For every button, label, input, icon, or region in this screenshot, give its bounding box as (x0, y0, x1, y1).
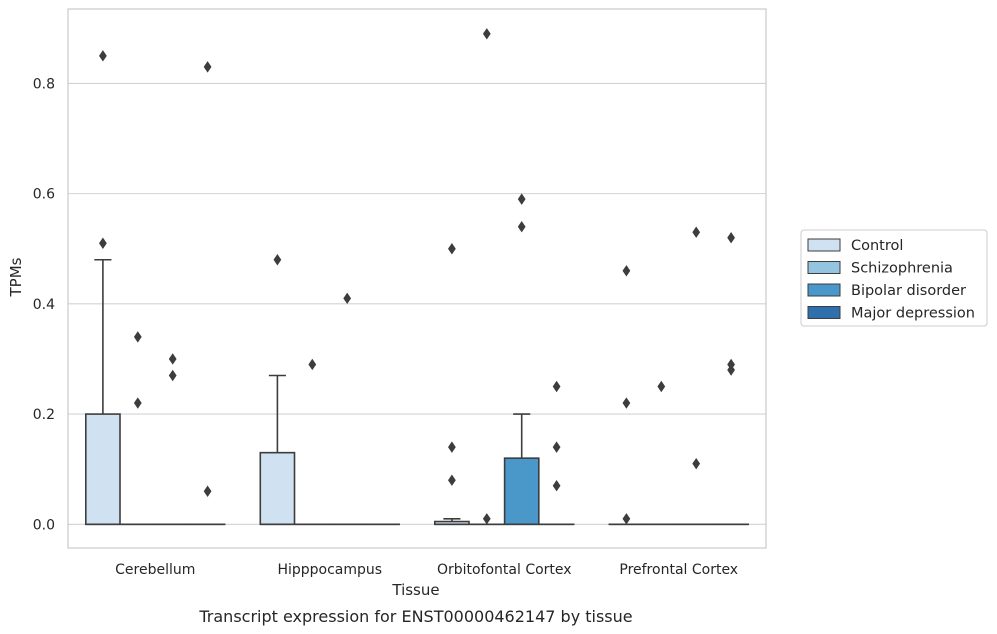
y-tick-label: 0.2 (33, 407, 55, 423)
outlier-point (448, 441, 456, 453)
legend-swatch (807, 238, 841, 252)
outlier-point (727, 358, 735, 371)
box-group (713, 232, 750, 526)
y-tick-label: 0.4 (33, 297, 55, 313)
outlier-point (99, 50, 107, 62)
legend-swatch (807, 261, 841, 274)
box-group (538, 380, 575, 526)
outlier-point (482, 513, 491, 525)
outlier-point (692, 457, 701, 470)
box-group (294, 358, 331, 526)
outlier-point (273, 254, 282, 266)
outlier-point (482, 28, 491, 40)
outlier-point (133, 331, 142, 343)
box-group (329, 292, 366, 526)
x-axis-ticks: Cerebellum Hipppocampus Orbitofontal Corte… (115, 562, 738, 578)
outlier-point (308, 358, 317, 371)
outlier-point (657, 380, 666, 393)
outlier-point (622, 265, 631, 277)
x-tick-label: Hipppocampus (277, 562, 382, 578)
outlier-point (343, 292, 352, 305)
legend-label: Control (851, 238, 903, 254)
outlier-point (552, 480, 561, 492)
plot-area-frame (67, 8, 767, 549)
box-group (119, 331, 156, 526)
box-group (608, 265, 645, 526)
outlier-point (133, 397, 142, 409)
box-group (259, 254, 296, 526)
box-group (189, 61, 226, 526)
box-group (643, 380, 680, 526)
legend-label: Schizophrenia (851, 261, 953, 277)
box-plot-marks (84, 28, 750, 526)
legend-label: Bipolar disorder (851, 283, 966, 299)
outlier-point (517, 220, 526, 233)
y-tick-label: 0.0 (33, 517, 55, 533)
legend: Control Schizophrenia Bipolar disorder Majo… (800, 229, 988, 327)
y-axis-label: TPMs (7, 257, 25, 297)
box (84, 413, 121, 526)
y-tick-label: 0.8 (33, 76, 55, 92)
outlier-point (448, 243, 456, 255)
box (259, 451, 296, 526)
outlier-point (168, 369, 177, 382)
box-group (678, 226, 715, 526)
box (503, 457, 540, 526)
x-tick-label: Orbitofontal Cortex (437, 562, 572, 578)
outlier-point (99, 237, 107, 249)
y-tick-label: 0.6 (33, 187, 55, 203)
outlier-point (203, 485, 212, 497)
outlier-point (517, 193, 526, 205)
x-tick-label: Prefrontal Cortex (619, 562, 738, 578)
grid-lines (68, 82, 766, 525)
x-tick-label: Cerebellum (115, 562, 195, 578)
box-group (84, 50, 121, 526)
box-group (154, 353, 191, 526)
outlier-point (727, 232, 735, 244)
figure-caption: Transcript expression for ENST0000046214… (198, 607, 632, 626)
outlier-point (168, 353, 177, 365)
box-group (468, 28, 505, 526)
outlier-point (203, 61, 212, 73)
outlier-point (622, 513, 631, 525)
legend-frame (800, 229, 988, 327)
legend-label: Major depression (851, 306, 975, 322)
outlier-point (448, 474, 456, 486)
outlier-point (692, 226, 701, 238)
outlier-point (552, 441, 561, 453)
outlier-point (622, 397, 631, 409)
box-group (503, 193, 540, 526)
legend-swatch (807, 306, 841, 319)
outlier-point (552, 380, 561, 393)
x-axis-label: Tissue (391, 581, 439, 599)
y-axis-ticks: 0.0 0.2 0.4 0.6 0.8 (33, 76, 55, 533)
legend-swatch (807, 283, 841, 297)
box-group (433, 243, 470, 526)
